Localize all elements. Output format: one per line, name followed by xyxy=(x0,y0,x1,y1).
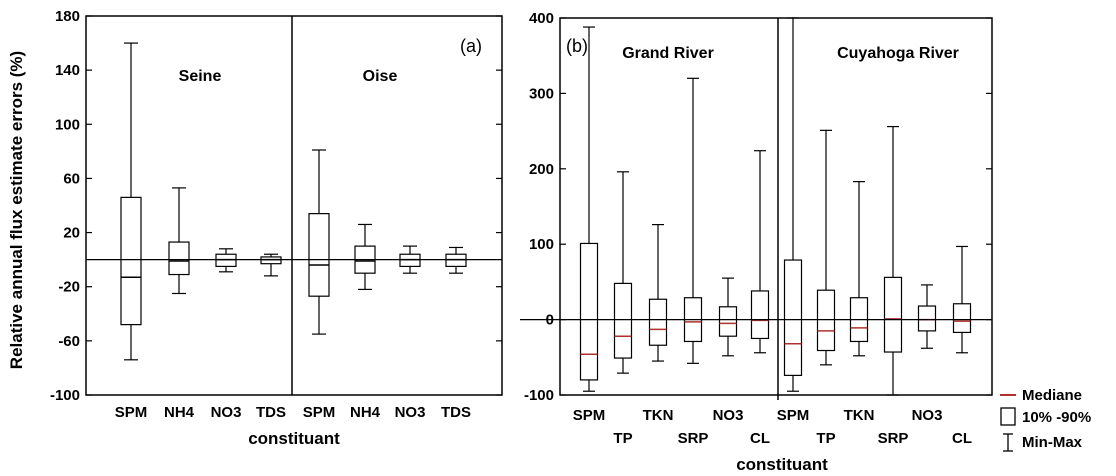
panel-a-x-axis-label: constituant xyxy=(248,429,340,448)
panel-b-x-tick-label: CL xyxy=(952,430,972,447)
box-10-90 xyxy=(579,242,599,381)
panel-a-y-tick-label: 180 xyxy=(55,8,80,25)
panel-b-x-tick-label: NO3 xyxy=(713,407,744,424)
panel-a-x-ticks: SPM NH4 NO3 TDS SPM NH4 NO3 TDS xyxy=(115,404,471,421)
legend-box-label: 10% -90% xyxy=(1022,409,1091,426)
panel-a-box-spm xyxy=(308,149,330,335)
panel-b-y-tick-label: 100 xyxy=(529,236,554,253)
panel-a-chart: Relative annual flux estimate errors (%)… xyxy=(7,8,503,448)
panel-b-boxes xyxy=(579,17,972,396)
box-10-90 xyxy=(718,306,738,337)
box-10-90 xyxy=(120,196,142,326)
panel-a-box-no3 xyxy=(215,248,237,273)
box-10-90 xyxy=(613,282,633,359)
panel-b-x-tick-label: TKN xyxy=(643,407,674,424)
box-10-90 xyxy=(816,289,836,352)
box-10-90 xyxy=(917,305,937,332)
box-10-90 xyxy=(648,298,668,346)
panel-b-x-tick-label: TP xyxy=(816,430,835,447)
panel-b-box-cl xyxy=(952,245,972,354)
panel-a-y-tick-label: -60 xyxy=(58,333,80,350)
box-10-90 xyxy=(783,259,803,376)
panel-a-region-label-seine: Seine xyxy=(179,68,222,85)
panel-a-label: (a) xyxy=(460,36,482,56)
panel-a-box-nh4 xyxy=(354,223,376,291)
panel-b-x-tick-label: CL xyxy=(750,430,770,447)
panel-b-x-tick-label: TKN xyxy=(844,407,875,424)
panel-b-box-tp xyxy=(816,129,836,366)
legend: Mediane 10% -90% Min-Max xyxy=(1000,387,1091,452)
panel-b-box-no3 xyxy=(917,284,937,349)
legend-median-label: Mediane xyxy=(1022,387,1082,404)
legend-whisker-symbol xyxy=(1003,433,1013,452)
panel-b-y-tick-label: 300 xyxy=(529,85,554,102)
panel-b-box-spm xyxy=(579,26,599,392)
panel-a-y-axis-label: Relative annual flux estimate errors (%) xyxy=(7,51,26,369)
panel-b-y-tick-label: 400 xyxy=(529,10,554,27)
panel-b-box-tkn xyxy=(849,181,869,357)
panel-b-box-srp xyxy=(683,77,703,364)
panel-b-x-axis-label: constituant xyxy=(736,455,828,474)
box-10-90 xyxy=(750,290,770,340)
panel-a-y-tick-label: 20 xyxy=(63,225,80,242)
panel-b-box-spm xyxy=(783,17,803,392)
panel-a-y-tick-label: -100 xyxy=(50,387,80,404)
panel-b-x-tick-label: SRP xyxy=(878,430,909,447)
panel-a-y-ticks: -100 -60 -20 20 60 100 140 180 xyxy=(50,8,502,404)
panel-a-x-tick-label: TDS xyxy=(441,404,471,421)
panel-b-x-tick-label: TP xyxy=(613,430,632,447)
panel-a-x-tick-label: TDS xyxy=(256,404,286,421)
panel-b-box-srp xyxy=(883,125,903,396)
panel-a-x-tick-label: NH4 xyxy=(164,404,195,421)
panel-a-x-tick-label: SPM xyxy=(303,404,336,421)
panel-a-boxes xyxy=(120,42,467,361)
panel-b-box-tp xyxy=(613,171,633,374)
panel-b-plot-frame xyxy=(559,17,993,396)
panel-a-y-tick-label: -20 xyxy=(58,279,80,296)
panel-a-y-tick-label: 60 xyxy=(63,170,80,187)
panel-a-x-tick-label: SPM xyxy=(115,404,148,421)
panel-a-box-spm xyxy=(120,42,142,361)
panel-b-chart: constituant (b) Grand River Cuyahoga Riv… xyxy=(520,10,993,474)
panel-b-region-label-grand-river: Grand River xyxy=(622,45,714,62)
panel-a-plot-frame xyxy=(85,15,503,396)
box-10-90 xyxy=(952,303,972,334)
panel-a-box-tds xyxy=(260,253,282,277)
panel-b-region-label-cuyahoga-river: Cuyahoga River xyxy=(837,45,959,62)
legend-box-symbol xyxy=(1000,407,1016,426)
panel-b-x-tick-label: NO3 xyxy=(912,407,943,424)
box-10-90 xyxy=(883,276,903,353)
panel-b-box-no3 xyxy=(718,277,738,357)
panel-a-box-nh4 xyxy=(168,187,190,295)
panel-a-y-tick-label: 140 xyxy=(55,62,80,79)
panel-b-y-ticks: -1000100200300400 xyxy=(524,10,992,404)
panel-a-x-tick-label: NO3 xyxy=(395,404,426,421)
panel-b-label: (b) xyxy=(566,36,588,56)
panel-b-y-tick-label: 200 xyxy=(529,161,554,178)
panel-a-x-tick-label: NO3 xyxy=(211,404,242,421)
panel-b-x-tick-label: SRP xyxy=(678,430,709,447)
box-10-90 xyxy=(308,213,330,297)
legend-whisker-label: Min-Max xyxy=(1022,434,1083,451)
panel-b-box-cl xyxy=(750,150,770,354)
panel-a-x-tick-label: NH4 xyxy=(350,404,381,421)
box-10-90 xyxy=(168,241,190,276)
panel-b-x-tick-label: SPM xyxy=(777,407,810,424)
panel-a-box-tds xyxy=(445,246,467,274)
panel-a-y-tick-label: 100 xyxy=(55,116,80,133)
panel-b-y-tick-label: -100 xyxy=(524,387,554,404)
panel-b-box-tkn xyxy=(648,223,668,362)
panel-a-region-label-oise: Oise xyxy=(363,68,398,85)
panel-b-x-tick-label: SPM xyxy=(573,407,606,424)
